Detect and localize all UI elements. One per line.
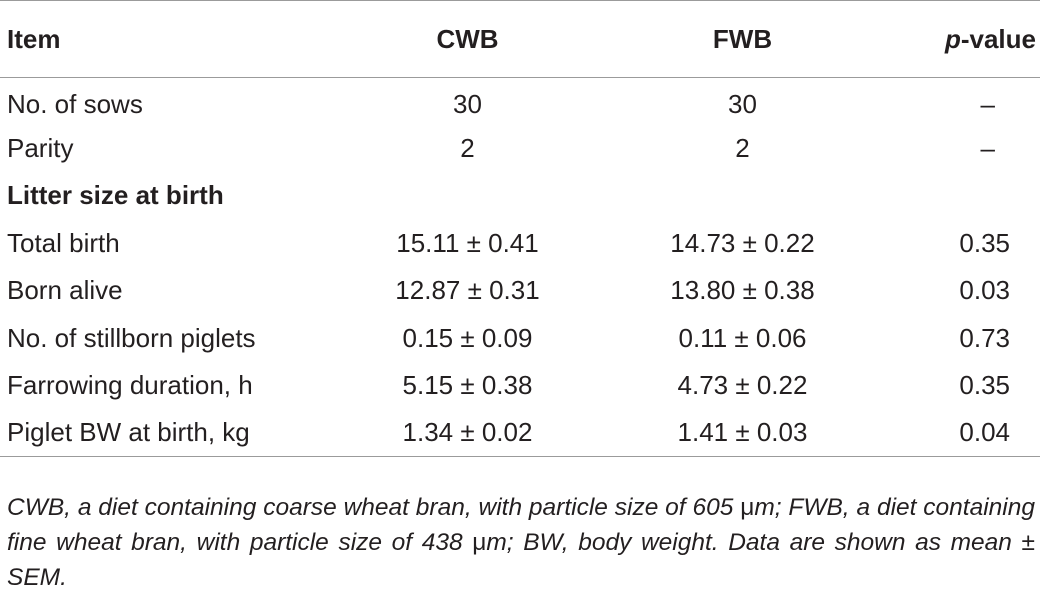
cell-cwb: 12.87 ± 0.31 [395, 275, 540, 306]
cell-p-value [880, 172, 1040, 219]
row-label: Total birth [7, 227, 120, 258]
footnote-text-1: CWB, a diet containing coarse wheat bran… [7, 494, 741, 521]
footnote-text-2: m; FWB, a diet containing fine wheat bra… [7, 494, 1035, 556]
footnote-unit-micro-1: μ [740, 494, 755, 521]
cell-fwb: 13.80 ± 0.38 [670, 275, 815, 306]
section-label: Litter size at birth [7, 180, 224, 211]
row-label: No. of sows [7, 88, 143, 119]
cell-cwb: 15.11 ± 0.41 [396, 227, 539, 258]
table-row: No. of stillborn piglets 0.15 ± 0.09 0.1… [0, 314, 1040, 361]
cell-fwb: 2 [735, 133, 750, 164]
table-footnote: CWB, a diet containing coarse wheat bran… [7, 490, 1035, 595]
header-item: Item [0, 0, 330, 78]
table-row: Born alive 12.87 ± 0.31 13.80 ± 0.38 0.0… [0, 267, 1040, 314]
footnote-unit-micro-2: μ [472, 529, 487, 556]
section-row: Litter size at birth [0, 172, 1040, 219]
cell-cwb: 2 [460, 133, 475, 164]
cell-cwb: 0.15 ± 0.09 [402, 322, 533, 353]
table-row: Parity 2 2 – [0, 125, 1040, 172]
row-label: Born alive [7, 275, 123, 306]
row-label: Farrowing duration, h [7, 370, 253, 401]
cell-fwb: 14.73 ± 0.22 [670, 227, 815, 258]
header-p-suffix: -value [960, 23, 1036, 54]
cell-p-value: – [980, 133, 995, 164]
cell-p-value: 0.03 [959, 275, 1010, 306]
header-fwb: FWB [605, 0, 880, 78]
table-row: Farrowing duration, h 5.15 ± 0.38 4.73 ±… [0, 362, 1040, 409]
cell-p-value: 0.73 [959, 322, 1010, 353]
table-row: Total birth 15.11 ± 0.41 14.73 ± 0.22 0.… [0, 220, 1040, 267]
cell-p-value: – [980, 88, 995, 119]
cell-p-value: 0.04 [880, 409, 1040, 458]
cell-p-value: 0.35 [959, 370, 1010, 401]
cell-p-value: 0.35 [959, 227, 1010, 258]
cell-fwb: 30 [728, 88, 757, 119]
table-body: No. of sows 30 30 – Parity 2 2 – Litter … [0, 78, 1040, 458]
table-header: Item CWB FWB p-value [0, 0, 1040, 78]
data-table-container: Item CWB FWB p-value No. of sows 30 30 –… [0, 0, 1040, 458]
table-row: Piglet BW at birth, kg 1.34 ± 0.02 1.41 … [0, 409, 1040, 458]
cell-fwb [605, 172, 880, 219]
row-label: Piglet BW at birth, kg [0, 409, 330, 458]
table-row: No. of sows 30 30 – [0, 78, 1040, 125]
cell-fwb: 4.73 ± 0.22 [677, 370, 808, 401]
header-p-value: p-value [880, 0, 1040, 78]
sow-performance-table: Item CWB FWB p-value No. of sows 30 30 –… [0, 0, 1040, 458]
header-row: Item CWB FWB p-value [0, 0, 1040, 78]
cell-cwb: 5.15 ± 0.38 [402, 370, 533, 401]
header-p-italic: p [944, 23, 961, 54]
cell-fwb: 0.11 ± 0.06 [678, 322, 807, 353]
footnote-text-3: m; BW, body weight. Data are shown as me… [7, 529, 1035, 591]
cell-cwb: 30 [453, 88, 482, 119]
header-cwb: CWB [330, 0, 605, 78]
cell-cwb: 1.34 ± 0.02 [330, 409, 605, 458]
row-label: Parity [7, 133, 74, 164]
cell-fwb: 1.41 ± 0.03 [605, 409, 880, 458]
row-label: No. of stillborn piglets [7, 322, 256, 353]
